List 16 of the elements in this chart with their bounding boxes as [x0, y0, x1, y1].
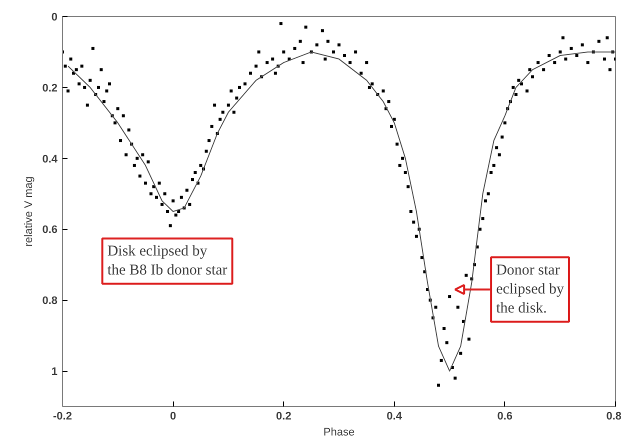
annotation: Donor star eclipsed by the disk.	[496, 262, 564, 317]
x-tick-label: 0.2	[276, 410, 292, 422]
annotation: Disk eclipsed by the B8 Ib donor star	[107, 244, 228, 279]
y-tick-label: 1	[51, 366, 58, 378]
x-axis-title: Phase	[323, 426, 355, 438]
x-tick-label: 0.6	[497, 410, 513, 422]
x-tick-label: -0.2	[53, 410, 72, 422]
y-tick-label: 0.8	[42, 295, 58, 308]
y-tick-label: 0.2	[42, 82, 58, 94]
y-tick-label: 0.4	[42, 153, 58, 166]
x-tick-label: 0.4	[386, 410, 403, 422]
x-tick-label: 0.8	[606, 410, 621, 422]
y-tick-label: 0	[51, 12, 58, 24]
x-tick-label: 0	[170, 410, 176, 422]
y-tick-label: 0.6	[42, 224, 58, 236]
y-axis-title: relative V mag	[23, 176, 36, 247]
